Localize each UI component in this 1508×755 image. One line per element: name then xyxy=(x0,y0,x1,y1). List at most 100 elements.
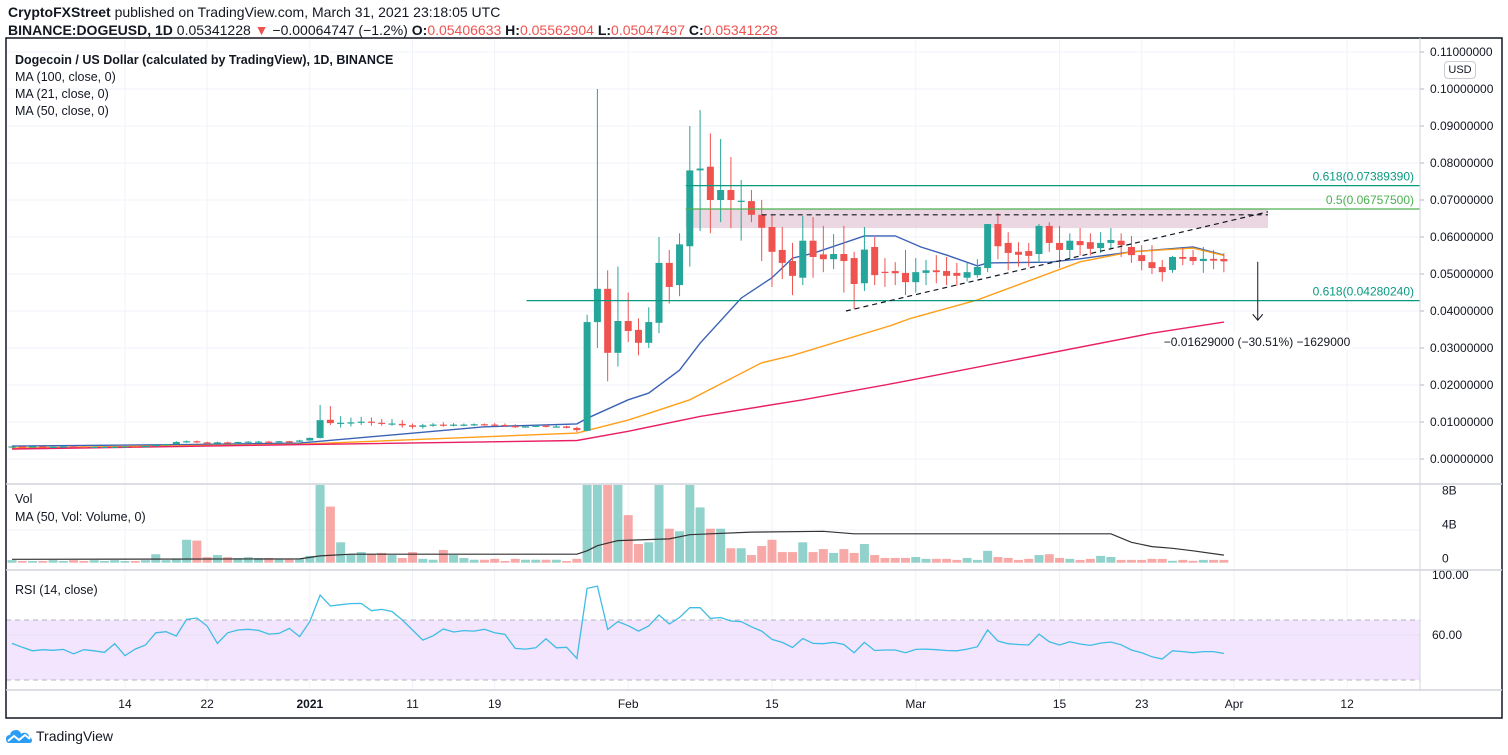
volume-bar xyxy=(377,552,387,563)
volume-bar xyxy=(1013,559,1023,563)
volume-bar xyxy=(531,559,541,563)
candle xyxy=(326,406,334,425)
candle xyxy=(860,227,868,292)
tradingview-logo[interactable]: TradingView xyxy=(6,728,113,744)
volume-bar xyxy=(705,528,715,563)
candle xyxy=(70,446,78,448)
candle-body xyxy=(193,441,201,443)
candle xyxy=(111,446,119,448)
candle-body xyxy=(860,249,868,284)
candle xyxy=(491,423,499,427)
currency-badge[interactable]: USD xyxy=(1444,61,1476,79)
time-tick-label: Apr xyxy=(1225,697,1244,711)
candle-body xyxy=(347,422,355,424)
volume-bar xyxy=(603,485,613,563)
candle-body xyxy=(634,329,642,343)
volume-bar xyxy=(1137,559,1147,563)
candle-body xyxy=(131,446,139,448)
volume-bar xyxy=(325,506,335,563)
volume-bar xyxy=(849,552,859,563)
volume-bar xyxy=(592,485,602,563)
ascending-trendline[interactable] xyxy=(845,211,1269,312)
candle-body xyxy=(604,288,612,353)
candle xyxy=(152,444,160,447)
candle-body xyxy=(1210,258,1218,261)
candle xyxy=(275,440,283,443)
volume-bar xyxy=(1168,560,1178,563)
volume-bar xyxy=(1188,560,1198,563)
candle xyxy=(1220,253,1228,273)
candle xyxy=(378,419,386,426)
volume-bar xyxy=(315,485,325,563)
volume-bar xyxy=(192,540,202,563)
rsi-band xyxy=(6,620,1420,680)
volume-bar xyxy=(983,550,993,563)
candle-body xyxy=(973,266,981,276)
candle-body xyxy=(316,420,324,438)
candle-body xyxy=(593,288,601,323)
legend-vol[interactable]: Vol xyxy=(15,492,33,506)
candle xyxy=(1107,228,1115,249)
candle-body xyxy=(357,421,365,423)
volume-bar xyxy=(582,485,592,563)
candle-body xyxy=(480,424,488,426)
volume-bar xyxy=(243,557,253,563)
candle-body xyxy=(1117,240,1125,246)
volume-bar xyxy=(58,561,68,563)
candle xyxy=(80,446,88,448)
candle-body xyxy=(727,190,735,200)
candle xyxy=(419,423,427,429)
candle xyxy=(296,439,304,442)
volume-bar xyxy=(1065,558,1075,563)
volume-bar xyxy=(48,560,58,563)
volume-bar xyxy=(253,558,263,563)
price-tick-label: 0.02000000 xyxy=(1430,378,1494,392)
volume-bar xyxy=(644,542,654,563)
legend-vol-ma[interactable]: MA (50, Vol: Volume, 0) xyxy=(15,510,146,524)
volume-bar xyxy=(921,558,931,563)
legend-ma21[interactable]: MA (21, close, 0) xyxy=(15,87,109,101)
fib-05-label: 0.5(0.06757500) xyxy=(1326,193,1414,207)
candle-body xyxy=(963,272,971,278)
candle-body xyxy=(1086,242,1094,249)
time-tick-label: 22 xyxy=(200,697,214,711)
volume-bar xyxy=(418,558,428,563)
candle xyxy=(768,214,776,287)
volume-bar xyxy=(541,559,551,563)
ma-line-ma100 xyxy=(11,321,1225,450)
volume-bar xyxy=(490,558,500,563)
candle-body xyxy=(1066,240,1074,250)
legend-ma100[interactable]: MA (100, close, 0) xyxy=(15,70,116,84)
legend-rsi[interactable]: RSI (14, close) xyxy=(15,583,98,597)
candle xyxy=(901,249,909,296)
time-tick-label: Mar xyxy=(905,697,926,711)
volume-bar xyxy=(1198,559,1208,563)
legend-ma50[interactable]: MA (50, close, 0) xyxy=(15,104,109,118)
volume-bar xyxy=(1003,557,1013,563)
publisher-name[interactable]: CryptoFXStreet xyxy=(8,4,111,20)
candle-body xyxy=(573,427,581,431)
volume-bar xyxy=(633,544,643,563)
resistance-zone[interactable] xyxy=(685,208,1269,229)
volume-bar xyxy=(859,544,869,563)
candle-body xyxy=(583,322,591,431)
volume-bar xyxy=(788,552,798,563)
candle-body xyxy=(234,441,242,444)
candle xyxy=(429,423,437,427)
price-tick-label: 0.08000000 xyxy=(1430,156,1494,170)
candle-body xyxy=(737,200,745,202)
candle-body xyxy=(224,442,232,444)
candle xyxy=(162,443,170,446)
price-tick-label: 0.10000000 xyxy=(1430,82,1494,96)
symbol-quote-line: BINANCE:DOGEUSD, 1D 0.05341228 ▼ −0.0006… xyxy=(8,22,778,38)
candle xyxy=(39,446,47,448)
volume-bar xyxy=(942,558,952,563)
candle-body xyxy=(645,322,653,343)
axes[interactable]: 0.00000000 0.01000000 0.02000000 0.03000000… xyxy=(118,45,1493,711)
volume-tick-label: 8B xyxy=(1442,484,1457,498)
candle xyxy=(183,440,191,443)
annotations[interactable]: 0.618(0.07389390) 0.5(0.06757500) 0.618(0.… xyxy=(526,170,1420,350)
candle-body xyxy=(265,441,273,443)
chart-border xyxy=(5,37,1503,719)
